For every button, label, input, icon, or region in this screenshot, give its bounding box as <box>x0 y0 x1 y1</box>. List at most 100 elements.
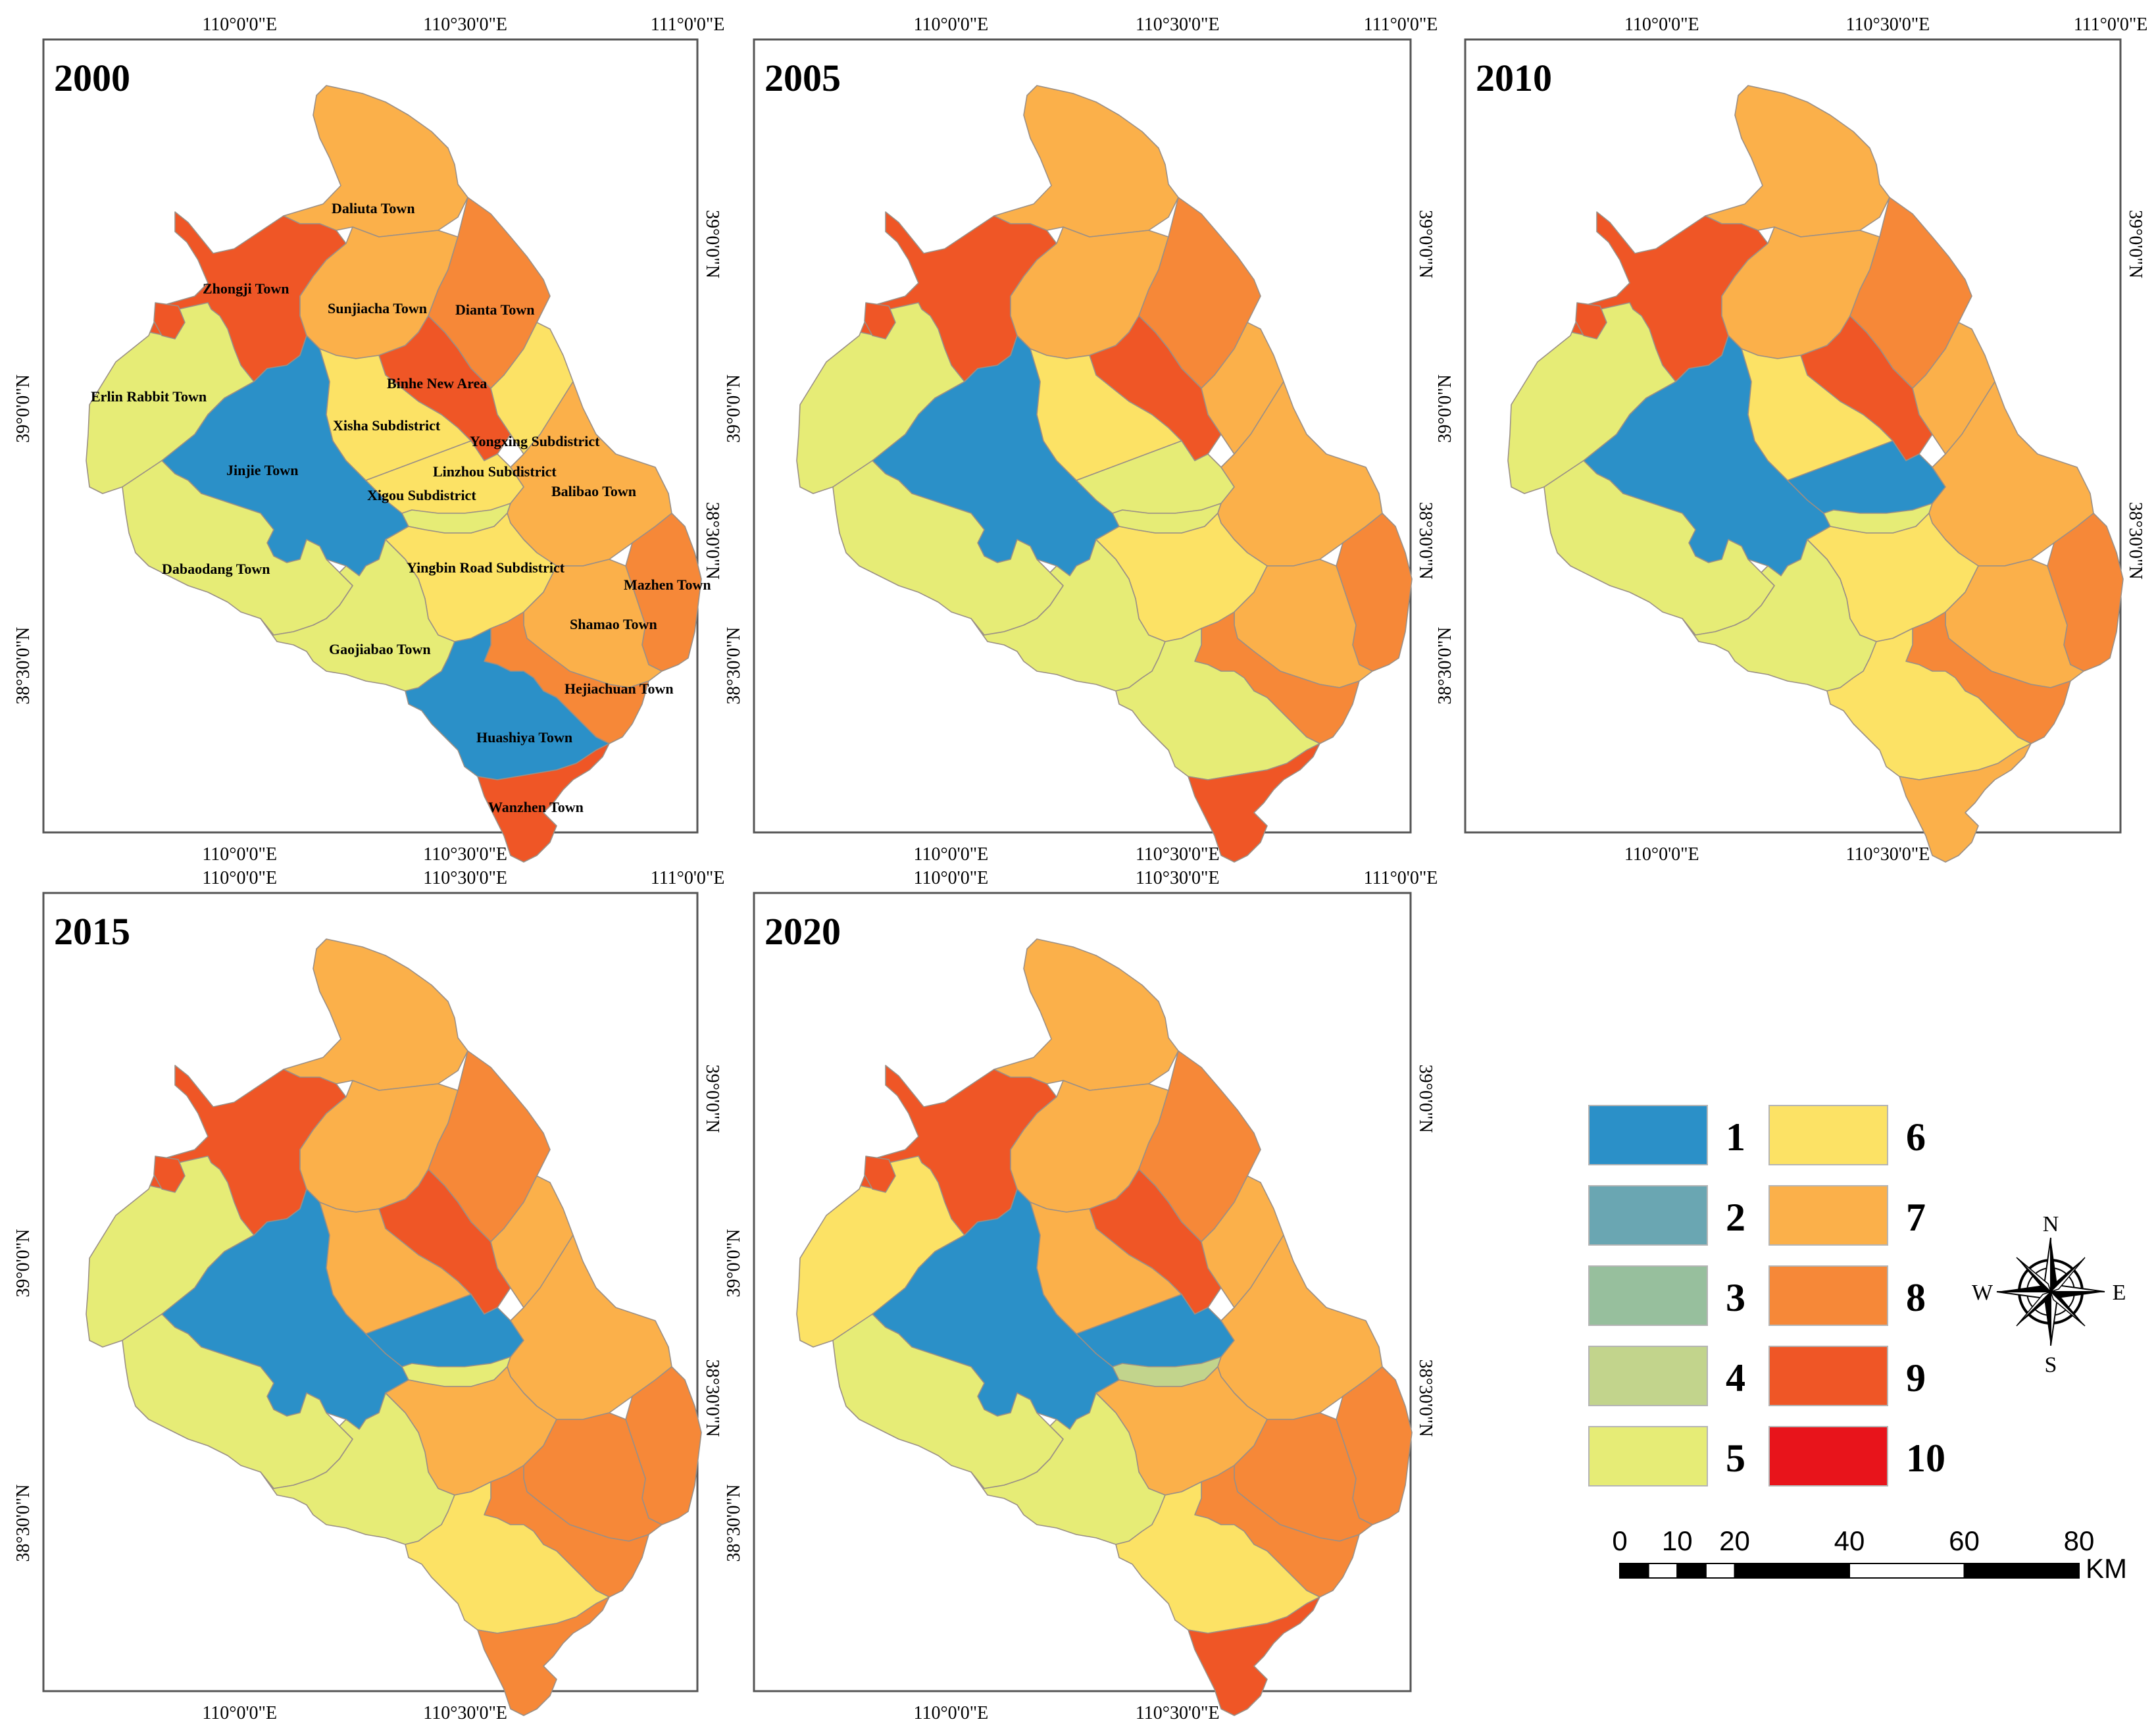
panel-year-label: 2000 <box>54 57 130 99</box>
scale-tick-label: 80 <box>2064 1525 2095 1556</box>
right-lat-tick: 38°30'0"N <box>1415 502 1436 580</box>
region-huashiya-town <box>1115 628 1320 780</box>
legend-swatch-3 <box>1588 1265 1708 1326</box>
map-panel-2010: 2010 110°0'0"E 110°30'0"E 111°0'0"E 110°0'0"… <box>1435 14 2147 865</box>
right-lat-tick: 39°0'0"N <box>1415 1065 1436 1133</box>
right-lat-tick: 38°30'0"N <box>1415 1360 1436 1437</box>
top-lon-tick: 110°30'0"E <box>423 14 507 35</box>
right-lat-tick: 39°0'0"N <box>1415 210 1436 278</box>
region-huashiya-town <box>1115 1481 1320 1634</box>
top-lon-tick: 111°0'0"E <box>651 14 725 35</box>
compass-south-label: S <box>2045 1353 2057 1377</box>
region-gaojiabao-town <box>260 1392 455 1545</box>
town-label-yingbin-road-subdistrict: Yingbin Road Subdistrict <box>407 559 565 576</box>
top-lon-tick: 111°0'0"E <box>651 868 725 888</box>
region-wanzhen-town <box>477 743 610 863</box>
top-lon-tick: 110°30'0"E <box>1136 868 1220 888</box>
compass-east-label: E <box>2113 1281 2126 1305</box>
bottom-lon-tick: 110°30'0"E <box>1136 844 1220 865</box>
left-lat-tick: 39°0'0"N <box>1435 374 1455 443</box>
bottom-lon-tick: 110°0'0"E <box>202 844 277 865</box>
town-label-jinjie-town: Jinjie Town <box>226 462 298 478</box>
town-label-dabaodang-town: Dabaodang Town <box>162 561 270 577</box>
left-lat-tick: 39°0'0"N <box>724 1229 744 1298</box>
region-gaojiabao-town <box>970 1392 1166 1545</box>
district-map <box>86 938 702 1716</box>
scale-tick-label: 0 <box>1612 1525 1627 1556</box>
legend-swatch-7 <box>1768 1185 1888 1246</box>
region-wanzhen-town <box>1188 743 1320 863</box>
region-gaojiabao-town <box>970 539 1166 692</box>
top-lon-tick: 111°0'0"E <box>1364 868 1438 888</box>
panel-year-label: 2020 <box>765 910 841 953</box>
left-lat-tick: 38°30'0"N <box>13 627 34 705</box>
legend-label-3: 3 <box>1726 1276 1745 1319</box>
scale-tick-label: 20 <box>1719 1525 1750 1556</box>
map-panel-2000: 2000 Daliuta Town Zhongji Town Sunjiacha To… <box>13 14 724 865</box>
top-lon-tick: 111°0'0"E <box>1364 14 1438 35</box>
left-lat-tick: 38°30'0"N <box>724 1485 744 1562</box>
scale-segment <box>1963 1563 2080 1579</box>
panel-year-label: 2005 <box>765 57 841 99</box>
town-label-balibao-town: Balibao Town <box>551 483 636 499</box>
legend-label-6: 6 <box>1906 1115 1926 1159</box>
town-label-xigou-subdistrict: Xigou Subdistrict <box>367 487 476 503</box>
region-gaojiabao-town <box>1682 539 1877 692</box>
region-wanzhen-town <box>477 1596 610 1716</box>
left-lat-tick: 39°0'0"N <box>13 374 34 443</box>
town-label-linzhou-subdistrict: Linzhou Subdistrict <box>433 463 557 480</box>
top-lon-tick: 110°0'0"E <box>914 868 989 888</box>
top-lon-tick: 110°0'0"E <box>202 14 277 35</box>
legend-label-8: 8 <box>1906 1276 1926 1319</box>
top-lon-tick: 110°30'0"E <box>1136 14 1220 35</box>
top-lon-tick: 110°30'0"E <box>423 868 507 888</box>
legend-swatch-8 <box>1768 1265 1888 1326</box>
scale-segment <box>1619 1563 1649 1579</box>
town-label-dianta-town: Dianta Town <box>455 301 534 318</box>
legend-swatch-4 <box>1588 1346 1708 1406</box>
region-huashiya-town <box>405 628 610 780</box>
legend-label-10: 10 <box>1906 1436 1945 1480</box>
legend-label-9: 9 <box>1906 1356 1926 1400</box>
scale-tick-label: 10 <box>1662 1525 1693 1556</box>
town-label-huashiya-town: Huashiya Town <box>476 729 572 746</box>
legend-label-4: 4 <box>1726 1356 1745 1400</box>
bottom-lon-tick: 110°0'0"E <box>202 1703 277 1723</box>
bottom-lon-tick: 110°0'0"E <box>1624 844 1699 865</box>
district-map <box>796 85 1413 863</box>
scale-segment <box>1705 1563 1736 1579</box>
legend-label-2: 2 <box>1726 1196 1745 1239</box>
town-label-xisha-subdistrict: Xisha Subdistrict <box>333 417 441 434</box>
left-lat-tick: 38°30'0"N <box>13 1485 34 1562</box>
right-lat-tick: 39°0'0"N <box>702 210 722 278</box>
top-lon-tick: 110°0'0"E <box>1624 14 1699 35</box>
region-zhongji-town <box>864 302 896 340</box>
town-label-binhe-new-area: Binhe New Area <box>387 375 487 392</box>
legend-swatch-9 <box>1768 1346 1888 1406</box>
scale-segment <box>1676 1563 1707 1579</box>
region-gaojiabao-town <box>260 539 455 692</box>
region-zhongji-town <box>1575 302 1607 340</box>
top-lon-tick: 110°0'0"E <box>202 868 277 888</box>
legend-label-1: 1 <box>1726 1115 1745 1159</box>
scale-segment <box>1734 1563 1850 1579</box>
bottom-lon-tick: 110°30'0"E <box>1136 1703 1220 1723</box>
panel-year-label: 2015 <box>54 910 130 953</box>
compass-north-label: N <box>2043 1212 2059 1236</box>
map-panel-2015: 2015 110°0'0"E 110°30'0"E 111°0'0"E 110°0'0"… <box>13 868 724 1723</box>
right-lat-tick: 39°0'0"N <box>2125 210 2145 278</box>
compass-rose-icon: N S E W <box>1972 1212 2126 1377</box>
town-label-sunjiacha-town: Sunjiacha Town <box>328 300 427 317</box>
legend-swatch-6 <box>1768 1105 1888 1165</box>
region-zhongji-town <box>153 302 186 340</box>
town-label-zhongji-town: Zhongji Town <box>203 280 289 297</box>
bottom-lon-tick: 110°30'0"E <box>423 1703 507 1723</box>
right-lat-tick: 38°30'0"N <box>702 1360 722 1437</box>
district-map <box>796 938 1413 1716</box>
panel-year-label: 2010 <box>1476 57 1552 99</box>
scale-segment <box>1647 1563 1678 1579</box>
town-label-yongxing-subdistrict: Yongxing Subdistrict <box>470 433 600 449</box>
district-map <box>86 85 702 863</box>
legend-swatch-2 <box>1588 1185 1708 1246</box>
